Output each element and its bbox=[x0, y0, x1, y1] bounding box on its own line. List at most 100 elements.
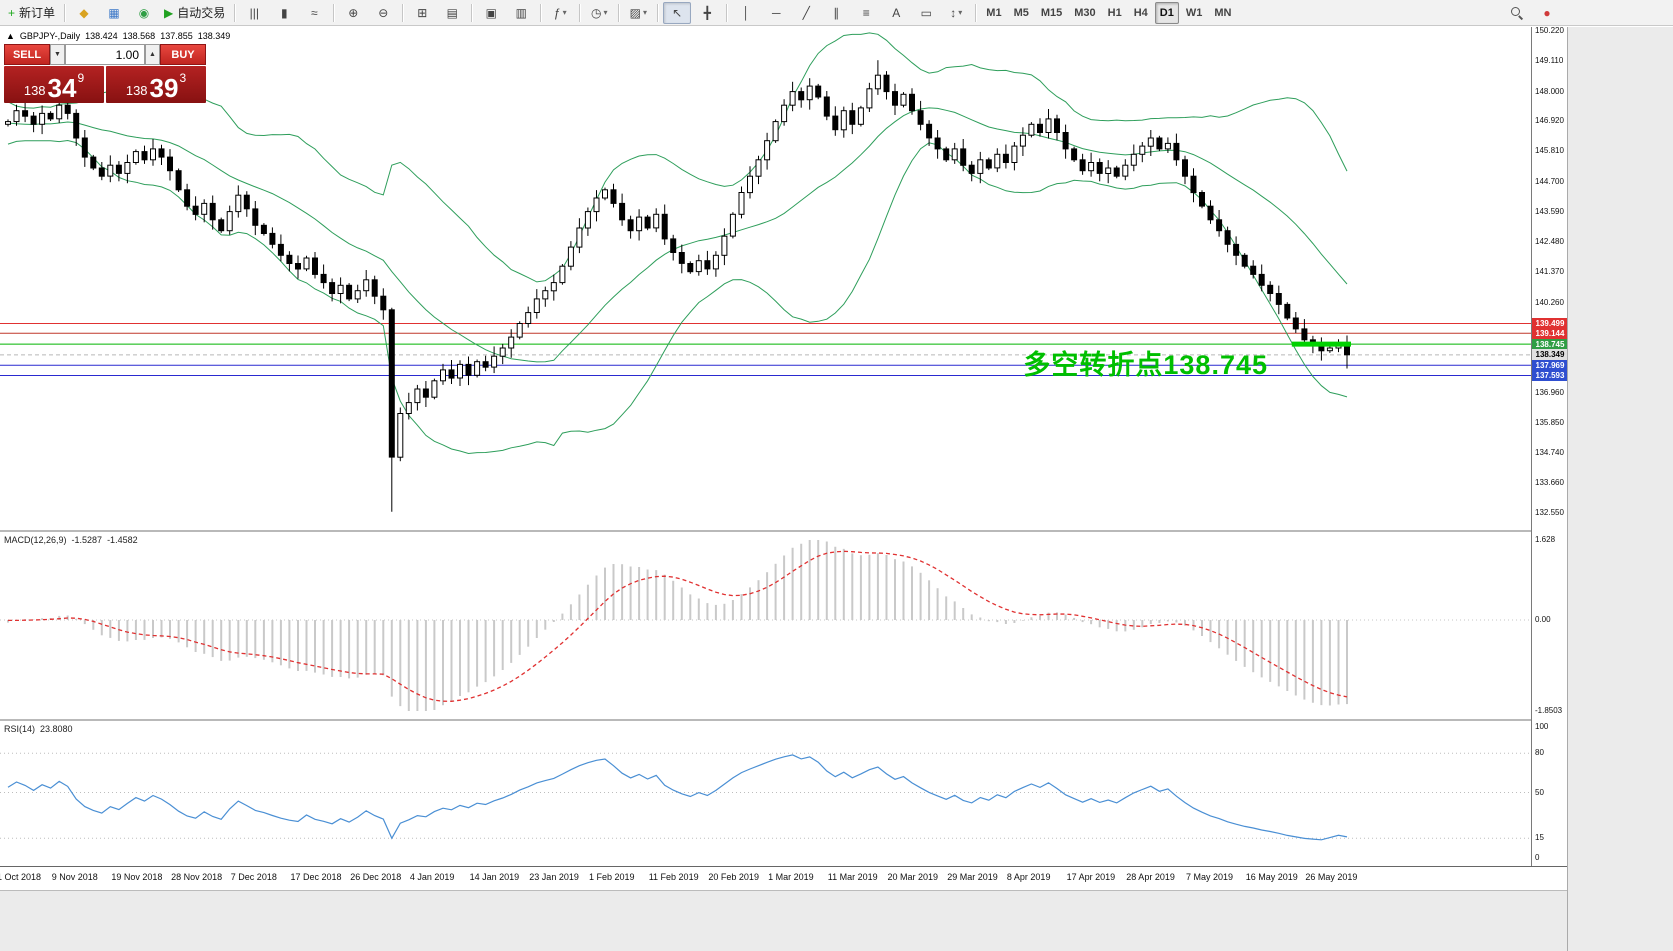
horizontal-lines bbox=[0, 323, 1531, 376]
crosshair-button[interactable]: ╋ bbox=[693, 2, 721, 24]
horizontal-line-button[interactable]: ─ bbox=[762, 2, 790, 24]
candlestick-chart-button[interactable]: ▮ bbox=[270, 2, 298, 24]
volume-input[interactable] bbox=[65, 44, 145, 65]
date-axis-label: 1 Mar 2019 bbox=[768, 872, 814, 882]
ohlc-close: 138.349 bbox=[197, 31, 231, 41]
toolbar-separator bbox=[726, 3, 728, 22]
timeframe-m15-button[interactable]: M15 bbox=[1040, 6, 1063, 19]
collapse-panel-icon[interactable]: ▲ bbox=[6, 31, 15, 41]
toolbar-group: ◆ ▦ ◉ ▶ 自动交易 bbox=[69, 2, 230, 24]
volume-increase-button[interactable]: ▲ bbox=[145, 44, 160, 65]
rsi-line bbox=[7, 754, 1348, 841]
autotrading-icon: ▶ bbox=[164, 5, 174, 20]
toolbar-separator bbox=[618, 3, 620, 22]
data-window-button[interactable]: ◉ bbox=[130, 2, 158, 24]
date-axis-label: 17 Apr 2019 bbox=[1066, 872, 1116, 882]
zoom-in-button[interactable]: ⊕ bbox=[339, 2, 367, 24]
date-axis-label: 17 Dec 2018 bbox=[290, 872, 342, 882]
arrange-windows-button[interactable]: ▣ bbox=[477, 2, 505, 24]
macd-axis-label: 1.628 bbox=[1535, 535, 1556, 544]
date-axis-label: 28 Apr 2019 bbox=[1126, 872, 1175, 882]
profiles-button[interactable]: ◆ bbox=[70, 2, 98, 24]
cursor-button[interactable]: ↖ bbox=[663, 1, 692, 24]
timeframe-h1-button[interactable]: H1 bbox=[1107, 6, 1122, 19]
zoom-out-button[interactable]: ⊖ bbox=[369, 2, 397, 24]
date-axis-label: 9 Nov 2018 bbox=[51, 872, 98, 882]
new-order-button[interactable]: + 新订单 bbox=[4, 2, 59, 24]
candlestick-chart-icon: ▮ bbox=[280, 5, 288, 20]
sell-button[interactable]: SELL bbox=[4, 44, 50, 65]
periods-button[interactable]: ◷ ▾ bbox=[585, 2, 613, 24]
horizontal-line-icon: ─ bbox=[772, 5, 781, 20]
trendline-button[interactable]: ╱ bbox=[792, 2, 820, 24]
vertical-line-button[interactable]: │ bbox=[732, 2, 760, 24]
date-axis-label: 29 Mar 2019 bbox=[947, 872, 998, 882]
buy-button[interactable]: BUY bbox=[160, 44, 206, 65]
macd-axis-label: -1.8503 bbox=[1535, 706, 1563, 715]
timeframe-d1-button[interactable]: D1 bbox=[1154, 1, 1179, 24]
date-axis-label: 14 Jan 2019 bbox=[469, 872, 520, 882]
bar-chart-button[interactable]: ||| bbox=[240, 2, 268, 24]
timeframe-w1-button[interactable]: W1 bbox=[1185, 6, 1203, 19]
special-price-label: 139.499 bbox=[1532, 318, 1568, 329]
text-label-button[interactable]: ▭ bbox=[912, 2, 940, 24]
toolbar-separator bbox=[657, 3, 659, 22]
date-axis-label: 19 Nov 2018 bbox=[111, 872, 163, 882]
cascade-windows-button[interactable]: ▤ bbox=[438, 2, 466, 24]
rsi-chart[interactable] bbox=[0, 721, 1531, 866]
volume-decrease-button[interactable]: ▼ bbox=[50, 44, 65, 65]
date-axis-label: 28 Nov 2018 bbox=[171, 872, 223, 882]
channel-button[interactable]: ∥ bbox=[822, 2, 850, 24]
macd-axis-label: 0.00 bbox=[1535, 615, 1551, 625]
date-axis-label: 20 Feb 2019 bbox=[708, 872, 759, 882]
timeframe-m5-button[interactable]: M5 bbox=[1013, 6, 1029, 19]
data-window-icon: ◉ bbox=[138, 5, 150, 20]
indicators-button[interactable]: ƒ ▾ bbox=[546, 2, 574, 24]
sell-price-pipette: 9 bbox=[77, 71, 85, 85]
price-chart[interactable] bbox=[0, 27, 1531, 530]
macd-chart[interactable] bbox=[0, 532, 1531, 719]
fibonacci-icon: ≡ bbox=[862, 5, 870, 20]
timeframe-m1-button[interactable]: M1 bbox=[986, 6, 1002, 19]
rsi-indicator-label: RSI(14) 23.8080 bbox=[4, 724, 73, 734]
symbol-period-label: GBPJPY-,Daily bbox=[19, 31, 81, 41]
search-button[interactable] bbox=[1503, 2, 1531, 24]
special-price-label: 138.349 bbox=[1532, 349, 1568, 361]
market-watch-button[interactable]: ▦ bbox=[100, 2, 128, 24]
autotrading-button[interactable]: ▶ 自动交易 bbox=[160, 2, 229, 24]
dock-windows-button[interactable]: ▥ bbox=[507, 2, 535, 24]
panel-splitter[interactable] bbox=[0, 719, 1531, 721]
special-price-label: 138.745 bbox=[1532, 338, 1568, 350]
line-chart-button[interactable]: ≈ bbox=[300, 2, 328, 24]
timeframe-h4-button[interactable]: H4 bbox=[1133, 6, 1148, 19]
cascade-windows-icon: ▤ bbox=[446, 5, 458, 20]
timeframe-m30-button[interactable]: M30 bbox=[1074, 6, 1096, 19]
timeframe-mn-button[interactable]: MN bbox=[1214, 6, 1232, 19]
fibonacci-button[interactable]: ≡ bbox=[852, 2, 880, 24]
price-axis-label: 135.850 bbox=[1535, 418, 1564, 428]
chart-annotation[interactable]: 多空转折点138.745 bbox=[1023, 350, 1268, 380]
tile-windows-button[interactable]: ⊞ bbox=[408, 2, 436, 24]
toolbar-separator bbox=[471, 3, 473, 22]
toolbar-separator bbox=[579, 3, 581, 22]
text-button[interactable]: A bbox=[882, 2, 910, 24]
arrows-button[interactable]: ↕ ▾ bbox=[942, 2, 970, 24]
chart-surface[interactable]: ▲ GBPJPY-,Daily 138.424 138.568 137.855 138.3… bbox=[0, 27, 1531, 866]
panel-splitter[interactable] bbox=[0, 530, 1531, 532]
periods-icon: ◷ bbox=[591, 5, 602, 20]
date-axis-label: 31 Oct 2018 bbox=[0, 872, 42, 882]
special-price-label: 137.969 bbox=[1532, 359, 1568, 371]
buy-price-display[interactable]: 138 39 3 bbox=[106, 66, 206, 103]
date-axis[interactable]: 31 Oct 2018 9 Nov 2018 19 Nov 2018 28 Nov 2… bbox=[0, 866, 1567, 890]
community-button[interactable]: ● bbox=[1533, 2, 1561, 24]
arrange-windows-icon: ▣ bbox=[485, 5, 497, 20]
sell-price-display[interactable]: 138 34 9 bbox=[4, 66, 104, 103]
price-axis[interactable]: 150.220 149.110 148.000 146.920 145.810 144.7… bbox=[1531, 26, 1568, 866]
date-axis-label: 11 Mar 2019 bbox=[827, 872, 878, 882]
toolbar-group: ▣ ▥ bbox=[476, 2, 536, 24]
candles bbox=[5, 60, 1350, 512]
date-axis-label: 11 Feb 2019 bbox=[648, 872, 699, 882]
toolbar-group: + 新订单 bbox=[3, 2, 60, 24]
templates-button[interactable]: ▨ ▾ bbox=[624, 2, 652, 24]
date-axis-label: 16 May 2019 bbox=[1245, 872, 1298, 882]
